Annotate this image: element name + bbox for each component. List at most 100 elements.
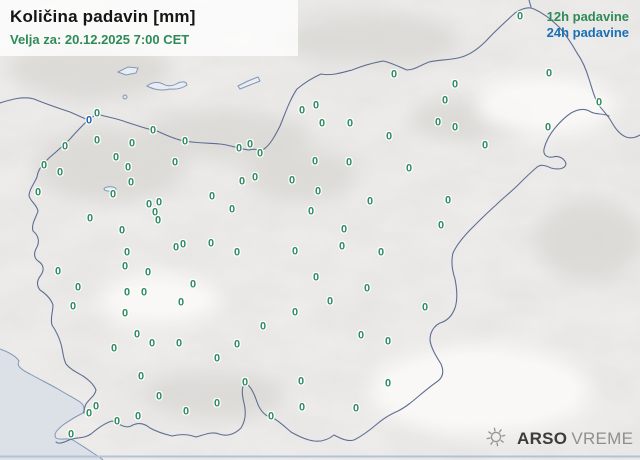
station-value-12h: 0: [357, 329, 365, 342]
station-value-12h: 0: [134, 410, 142, 423]
station-value-12h: 0: [312, 271, 320, 284]
station-value-12h: 0: [177, 296, 185, 309]
station-value-12h: 0: [93, 134, 101, 147]
station-value-12h: 0: [92, 400, 100, 413]
station-value-12h: 0: [127, 176, 135, 189]
station-value-12h: 0: [259, 320, 267, 333]
station-value-12h: 0: [390, 68, 398, 81]
station-value-12h: 0: [171, 156, 179, 169]
station-value-12h: 0: [444, 194, 452, 207]
arso-vreme-logo[interactable]: ARSO VREME: [484, 424, 633, 453]
station-value-12h: 0: [377, 246, 385, 259]
station-value-12h: 0: [318, 117, 326, 130]
station-value-12h: 0: [124, 161, 132, 174]
station-value-12h: 0: [93, 107, 101, 120]
station-value-12h: 0: [208, 190, 216, 203]
station-value-12h: 0: [123, 246, 131, 259]
station-value-12h: 0: [267, 410, 275, 423]
station-value-12h: 0: [175, 337, 183, 350]
station-value-12h: 0: [67, 428, 75, 441]
station-value-12h: 0: [172, 241, 180, 254]
station-value-12h: 0: [516, 10, 524, 23]
station-value-12h: 0: [235, 142, 243, 155]
station-value-12h: 0: [181, 135, 189, 148]
bottom-rule: [0, 455, 640, 458]
station-value-12h: 0: [118, 224, 126, 237]
station-value-12h: 0: [85, 407, 93, 420]
station-value-12h: 0: [213, 397, 221, 410]
station-value-12h: 0: [144, 266, 152, 279]
station-value-12h: 0: [121, 260, 129, 273]
station-value-12h: 0: [405, 162, 413, 175]
station-value-12h: 0: [145, 198, 153, 211]
station-value-12h: 0: [228, 203, 236, 216]
station-value-12h: 0: [256, 147, 264, 160]
station-value-12h: 0: [61, 140, 69, 153]
station-value-12h: 0: [155, 390, 163, 403]
legend-item-24h[interactable]: 24h padavine: [546, 25, 629, 40]
station-value-12h: 0: [311, 155, 319, 168]
station-value-24h: 0: [85, 114, 93, 127]
station-value-12h: 0: [544, 121, 552, 134]
adriatic-sea: [0, 349, 103, 460]
station-value-12h: 0: [297, 375, 305, 388]
station-value-12h: 0: [307, 205, 315, 218]
legend: 12h padavine 24h padavine: [547, 9, 629, 41]
station-value-12h: 0: [133, 328, 141, 341]
station-value-12h: 0: [140, 286, 148, 299]
station-value-12h: 0: [352, 402, 360, 415]
station-value-12h: 0: [241, 376, 249, 389]
station-value-12h: 0: [345, 156, 353, 169]
station-value-12h: 0: [312, 99, 320, 112]
station-value-12h: 0: [233, 338, 241, 351]
station-value-12h: 0: [451, 78, 459, 91]
station-value-12h: 0: [385, 130, 393, 143]
title-background: [0, 0, 298, 56]
station-value-12h: 0: [149, 124, 157, 137]
page-title: Količina padavin [mm]: [10, 7, 196, 26]
station-value-12h: 0: [233, 246, 241, 259]
station-value-12h: 0: [207, 237, 215, 250]
station-value-12h: 0: [109, 188, 117, 201]
station-value-12h: 0: [123, 286, 131, 299]
station-value-12h: 0: [298, 401, 306, 414]
station-value-12h: 0: [154, 214, 162, 227]
station-value-12h: 0: [437, 219, 445, 232]
station-value-12h: 0: [298, 104, 306, 117]
lakes: [103, 66, 261, 192]
station-value-12h: 0: [326, 295, 334, 308]
station-value-12h: 0: [291, 245, 299, 258]
station-value-12h: 0: [346, 117, 354, 130]
weather-sun-icon: [484, 424, 508, 453]
station-value-12h: 0: [238, 175, 246, 188]
station-value-12h: 0: [86, 212, 94, 225]
station-value-12h: 0: [54, 265, 62, 278]
station-value-12h: 0: [213, 352, 221, 365]
station-value-12h: 0: [251, 171, 259, 184]
station-value-12h: 0: [595, 96, 603, 109]
station-value-12h: 0: [314, 185, 322, 198]
brand-text: ARSO VREME: [517, 429, 633, 449]
legend-item-12h[interactable]: 12h padavine: [546, 9, 629, 24]
station-value-12h: 0: [34, 186, 42, 199]
station-value-12h: 0: [148, 337, 156, 350]
station-value-12h: 0: [110, 342, 118, 355]
station-value-12h: 0: [340, 223, 348, 236]
station-value-12h: 0: [363, 282, 371, 295]
station-value-12h: 0: [384, 335, 392, 348]
valid-time-label: Velja za: 20.12.2025 7:00 CET: [10, 32, 190, 47]
station-value-12h: 0: [246, 138, 254, 151]
station-value-12h: 0: [421, 301, 429, 314]
station-value-12h: 0: [384, 377, 392, 390]
station-value-12h: 0: [451, 121, 459, 134]
coastline: [0, 348, 104, 460]
station-value-12h: 0: [113, 415, 121, 428]
station-value-12h: 0: [74, 281, 82, 294]
station-value-12h: 0: [69, 300, 77, 313]
station-value-12h: 0: [481, 139, 489, 152]
station-value-12h: 0: [288, 174, 296, 187]
station-value-12h: 0: [112, 151, 120, 164]
